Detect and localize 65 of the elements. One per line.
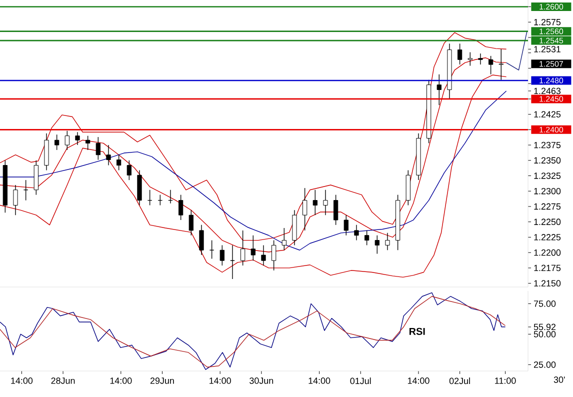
candlestick	[75, 132, 80, 146]
candlestick	[364, 230, 370, 246]
text: RSI	[409, 328, 425, 335]
y-tick-label: 1.2300	[534, 188, 561, 194]
y-tick-label: 55.92	[534, 324, 556, 330]
x-tick-label: 14:00	[210, 378, 231, 384]
x-tick-label: 29Jun	[150, 378, 174, 384]
y-tick-label: 1.2463	[534, 88, 561, 94]
candlestick	[302, 188, 308, 231]
candlestick	[178, 194, 184, 220]
candlestick	[13, 184, 18, 216]
y-tick-label: 25.00	[534, 361, 556, 368]
candlestick	[64, 130, 70, 150]
x-tick-label: 30Jun	[250, 378, 274, 384]
candlestick	[261, 244, 266, 266]
candlestick	[478, 53, 483, 65]
candlestick	[282, 228, 286, 250]
y-tick-label: 50.00	[534, 330, 556, 338]
candlestick	[323, 190, 328, 216]
y-tick-label: 1.2275	[534, 203, 561, 210]
x-axis-title: 30'	[554, 376, 565, 383]
candlestick	[468, 52, 472, 66]
y-tick-label: 1.2350	[534, 157, 561, 164]
candlestick	[116, 154, 122, 171]
candlestick	[54, 134, 60, 150]
candlestick	[312, 190, 318, 216]
candlestick	[188, 210, 194, 236]
x-tick-label: 14:00	[408, 378, 430, 384]
candlestick	[385, 232, 390, 250]
candlestick	[334, 194, 338, 226]
x-tick-label: 11:00	[495, 378, 516, 384]
candlestick	[488, 56, 494, 75]
candlestick	[240, 230, 246, 266]
x-tick-label: 01Jul	[350, 378, 371, 384]
candlestick	[457, 43, 462, 65]
candlestick	[106, 144, 111, 166]
x-tick-label: 14:00	[11, 378, 33, 384]
candlestick	[230, 244, 235, 280]
y-tick-label: 75.00	[534, 300, 556, 307]
y-tick-label: 1.2575	[534, 18, 561, 26]
x-tick-label: 14:00	[110, 378, 132, 384]
y-tick-label: 1.2375	[534, 142, 561, 148]
candlestick	[436, 74, 442, 106]
candlestick	[86, 135, 90, 150]
candlestick	[96, 136, 100, 160]
candlestick	[220, 244, 224, 266]
x-tick-label: 28Jun	[51, 378, 75, 384]
x-tick-label: 14:00	[308, 378, 330, 384]
y-tick-label: 1.2225	[534, 234, 561, 240]
candlestick	[250, 235, 256, 261]
y-tick-label: 1.2200	[534, 249, 561, 256]
y-tick-label: 1.2325	[534, 172, 561, 179]
candlestick	[344, 214, 348, 236]
candlestick	[199, 224, 204, 256]
candlestick	[498, 48, 504, 80]
candlestick	[272, 240, 276, 271]
candlestick	[354, 224, 359, 241]
y-tick-label: 1.2531	[534, 46, 561, 52]
y-tick-label: 1.2175	[534, 264, 561, 272]
y-tick-label: 1.2425	[534, 111, 561, 118]
y-tick-label: 1.2250	[534, 218, 561, 226]
y-tick-label: 1.2150	[534, 280, 561, 286]
candlestick	[126, 160, 132, 180]
x-tick-label: 02Jul	[449, 378, 470, 384]
candlestick	[374, 235, 380, 254]
